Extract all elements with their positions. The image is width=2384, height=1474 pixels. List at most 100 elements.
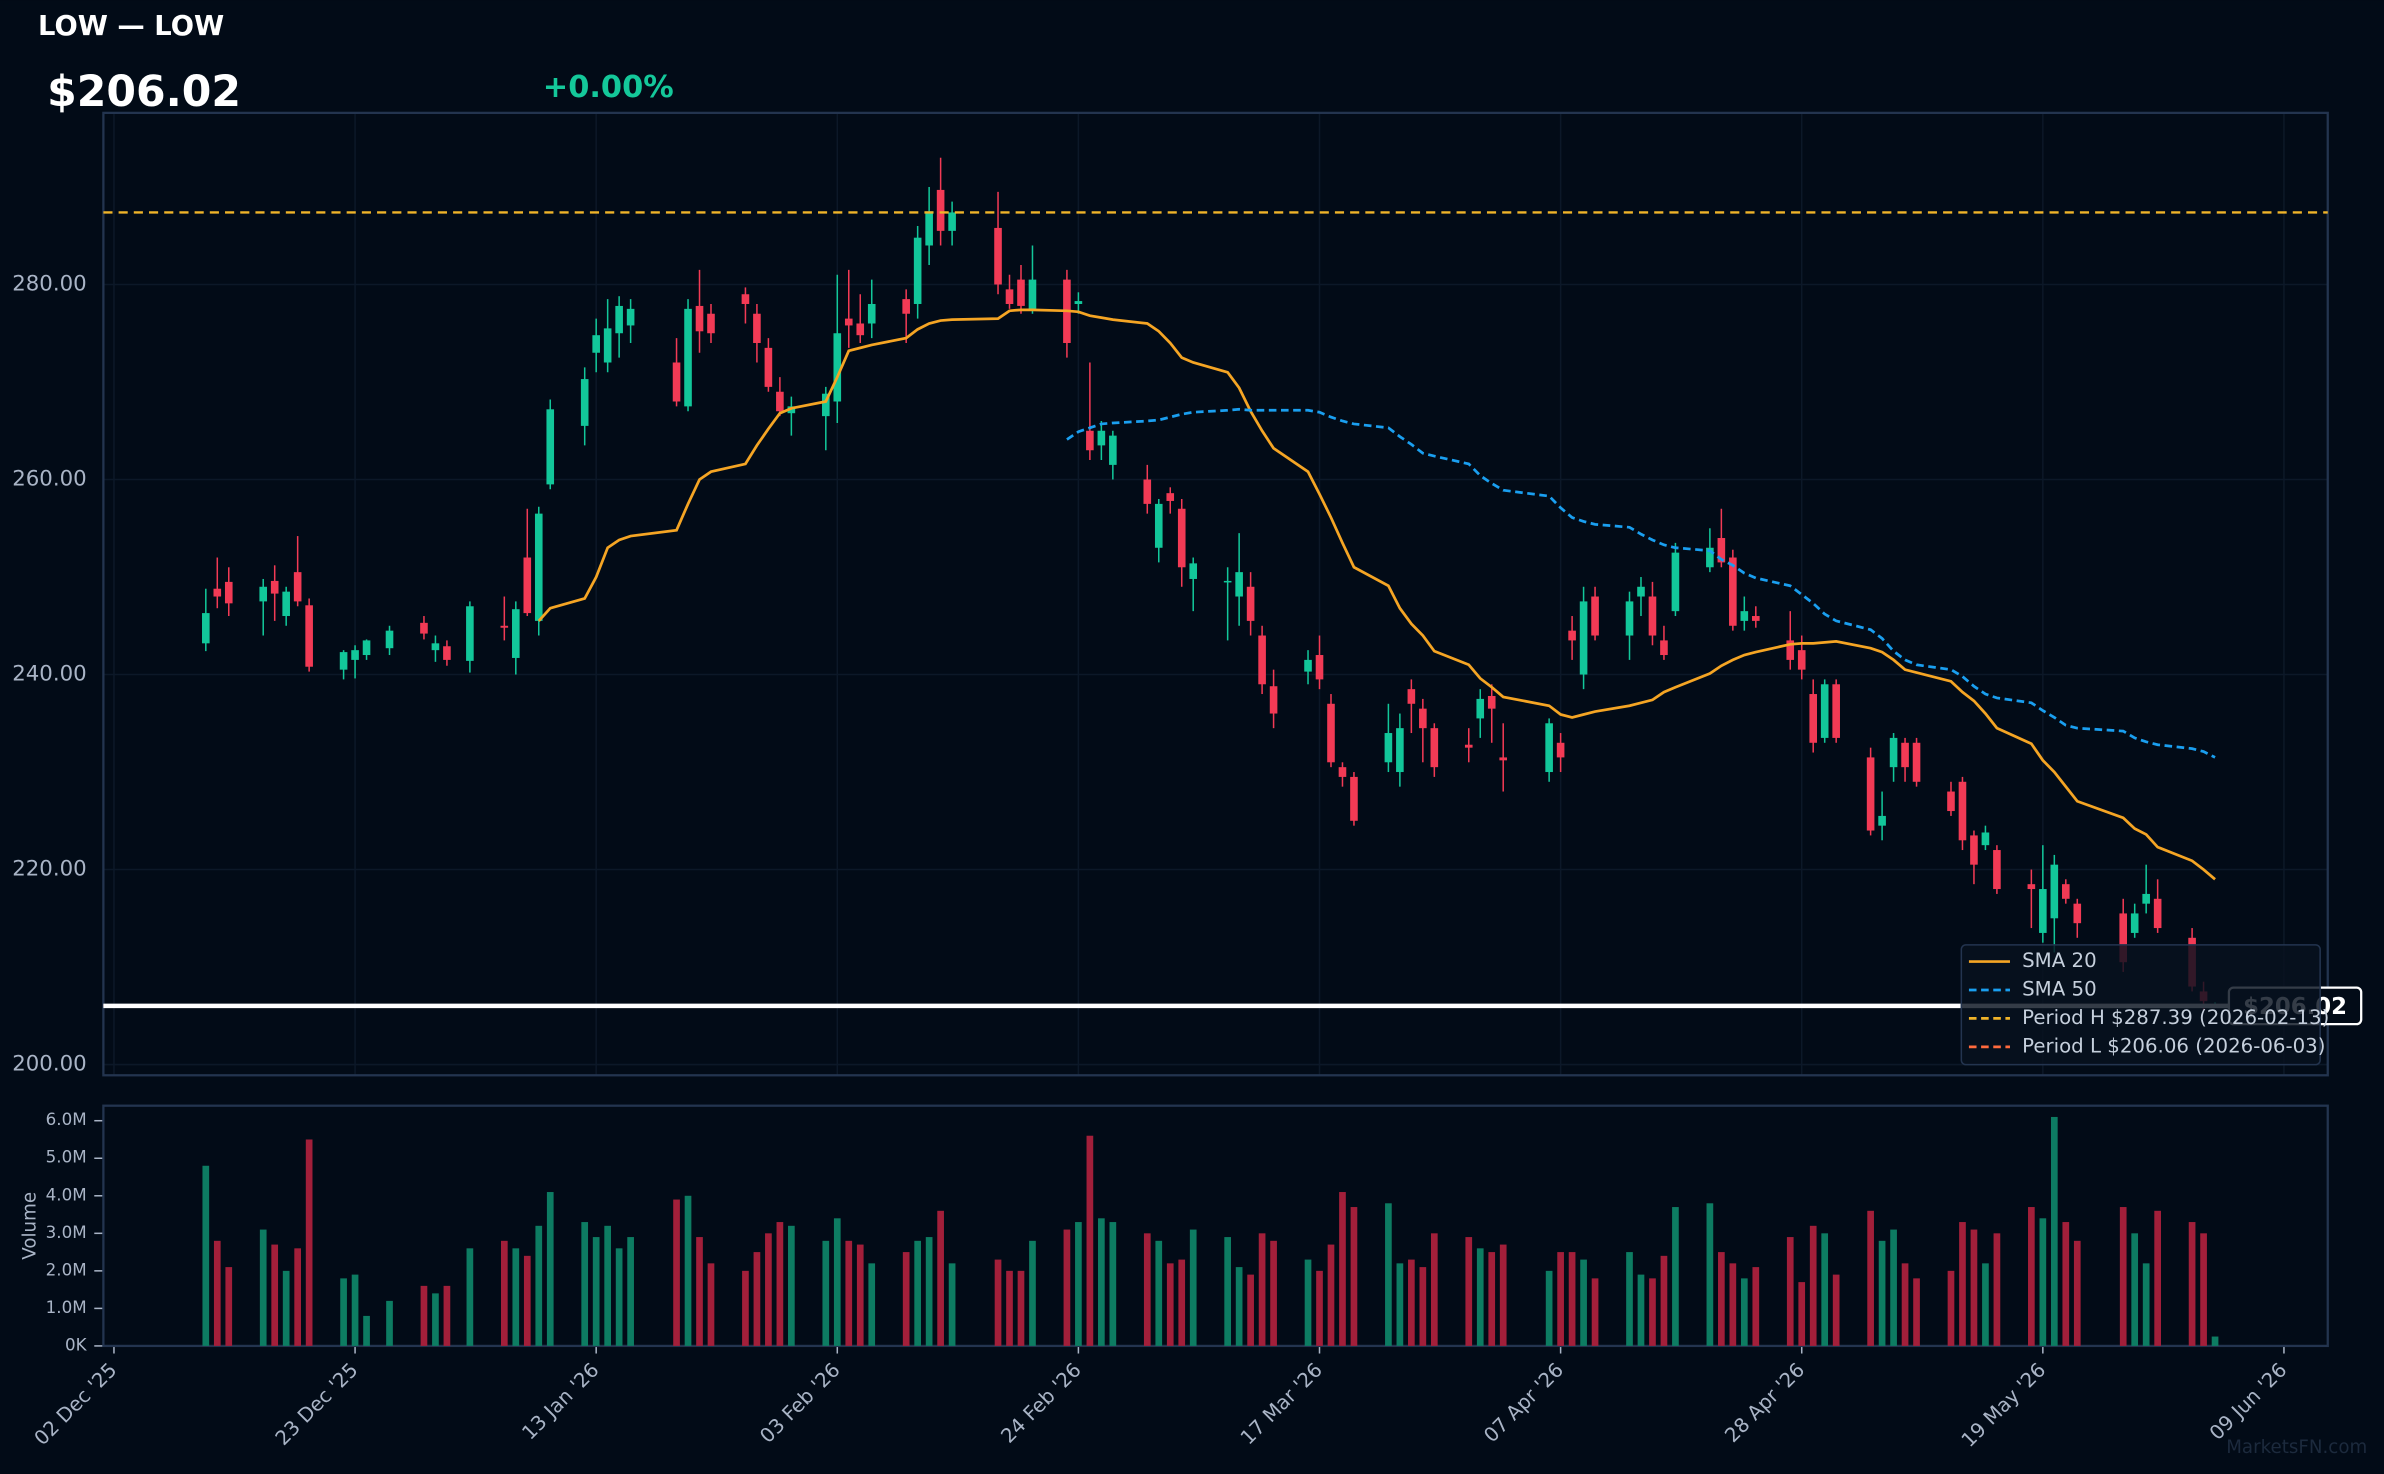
volume-bar bbox=[351, 1274, 359, 1346]
candle-body bbox=[1350, 776, 1358, 821]
candle-body bbox=[764, 347, 773, 387]
volume-bar bbox=[776, 1222, 784, 1346]
candle-body bbox=[443, 646, 451, 660]
candle-body bbox=[913, 237, 922, 304]
candle-body bbox=[213, 588, 222, 597]
volume-bar bbox=[225, 1267, 233, 1346]
volume-bar bbox=[925, 1237, 933, 1346]
volume-bar bbox=[2039, 1218, 2047, 1346]
volume-bar bbox=[1499, 1244, 1507, 1346]
volume-panel bbox=[102, 1104, 2329, 1348]
volume-bar bbox=[822, 1240, 830, 1346]
volume-bar bbox=[696, 1237, 703, 1346]
candle-body bbox=[1706, 547, 1714, 568]
volume-bar bbox=[1465, 1237, 1473, 1346]
y-tick-label: 260.00 bbox=[12, 467, 86, 492]
volume-bar bbox=[1006, 1270, 1013, 1346]
candle-body bbox=[580, 379, 589, 426]
candle-body bbox=[1223, 580, 1232, 583]
legend-label: SMA 20 bbox=[2022, 949, 2097, 972]
candle-body bbox=[1752, 616, 1760, 621]
volume-bar bbox=[1959, 1222, 1966, 1346]
candle-body bbox=[741, 294, 750, 304]
legend-label: SMA 50 bbox=[2022, 977, 2097, 1000]
volume-bar bbox=[1029, 1240, 1036, 1346]
sma-line bbox=[537, 308, 2216, 881]
volume-bar bbox=[937, 1210, 944, 1346]
volume-bar bbox=[914, 1240, 922, 1346]
volume-bar bbox=[1488, 1252, 1496, 1346]
volume-bar bbox=[1189, 1229, 1197, 1346]
legend-label: Period H $287.39 (2026-02-13) bbox=[2022, 1006, 2329, 1029]
candle-body bbox=[1097, 430, 1106, 446]
volume-bar bbox=[512, 1248, 520, 1346]
volume-tick-label: 4.0M bbox=[46, 1184, 87, 1204]
candle-body bbox=[305, 605, 313, 667]
volume-bar bbox=[845, 1240, 853, 1346]
volume-bar bbox=[1982, 1263, 1989, 1346]
volume-bar bbox=[420, 1285, 428, 1346]
candle-body bbox=[867, 303, 876, 324]
volume-bar bbox=[1557, 1252, 1564, 1346]
candle-body bbox=[500, 625, 509, 628]
candle-body bbox=[362, 640, 371, 656]
volume-bar bbox=[1740, 1278, 1748, 1346]
volume-bar bbox=[1580, 1259, 1587, 1346]
candle-body bbox=[270, 580, 279, 594]
volume-bar bbox=[1626, 1252, 1633, 1346]
candle-body bbox=[1074, 301, 1083, 304]
candle-body bbox=[1109, 435, 1117, 465]
candle-body bbox=[385, 630, 394, 649]
y-tick-label: 280.00 bbox=[12, 271, 86, 296]
volume-bar bbox=[1063, 1229, 1071, 1346]
volume-bar bbox=[707, 1263, 715, 1346]
volume-bar bbox=[1878, 1240, 1886, 1346]
volume-bar bbox=[2131, 1233, 2139, 1346]
volume-bar bbox=[305, 1139, 313, 1346]
y-tick-label: 220.00 bbox=[12, 857, 86, 882]
volume-bar bbox=[202, 1165, 210, 1346]
legend-box bbox=[1960, 944, 2321, 1066]
volume-bar bbox=[1086, 1135, 1094, 1346]
volume-bar bbox=[1396, 1263, 1404, 1346]
volume-bar bbox=[271, 1244, 279, 1346]
candle-body bbox=[259, 586, 268, 602]
candle-body bbox=[1419, 708, 1427, 729]
volume-bar bbox=[1568, 1252, 1576, 1346]
candle-body bbox=[1407, 689, 1416, 704]
candle-body bbox=[1304, 659, 1312, 672]
volume-bar bbox=[788, 1225, 795, 1346]
volume-bar bbox=[1591, 1278, 1599, 1346]
candle-body bbox=[1878, 815, 1886, 826]
y-tick-label: 240.00 bbox=[12, 662, 86, 687]
candle-body bbox=[2027, 884, 2036, 890]
volume-bar bbox=[948, 1263, 956, 1346]
candle-body bbox=[202, 613, 210, 644]
volume-bar bbox=[1419, 1267, 1427, 1346]
volume-bar bbox=[546, 1192, 554, 1346]
volume-bar bbox=[1270, 1240, 1277, 1346]
candle-body bbox=[2130, 913, 2139, 933]
volume-bar bbox=[1649, 1278, 1656, 1346]
volume-bar bbox=[1729, 1263, 1737, 1346]
volume-bar bbox=[1809, 1225, 1817, 1346]
volume-bar bbox=[2073, 1240, 2081, 1346]
candle-body bbox=[293, 572, 302, 602]
volume-bar bbox=[386, 1300, 393, 1346]
candle-body bbox=[1901, 742, 1909, 768]
candle-body bbox=[1154, 503, 1163, 548]
volume-bar bbox=[500, 1240, 508, 1346]
candle-body bbox=[2061, 884, 2070, 899]
candle-body bbox=[339, 652, 348, 670]
volume-bar bbox=[902, 1252, 910, 1346]
candle-body bbox=[1017, 279, 1025, 306]
candle-body bbox=[902, 299, 910, 314]
candle-body bbox=[1866, 757, 1875, 831]
candle-body bbox=[431, 643, 440, 651]
candle-body bbox=[1648, 596, 1657, 636]
volume-bar bbox=[627, 1237, 634, 1346]
candle-body bbox=[2142, 893, 2150, 904]
candle-body bbox=[224, 581, 233, 604]
candle-body bbox=[948, 212, 956, 231]
